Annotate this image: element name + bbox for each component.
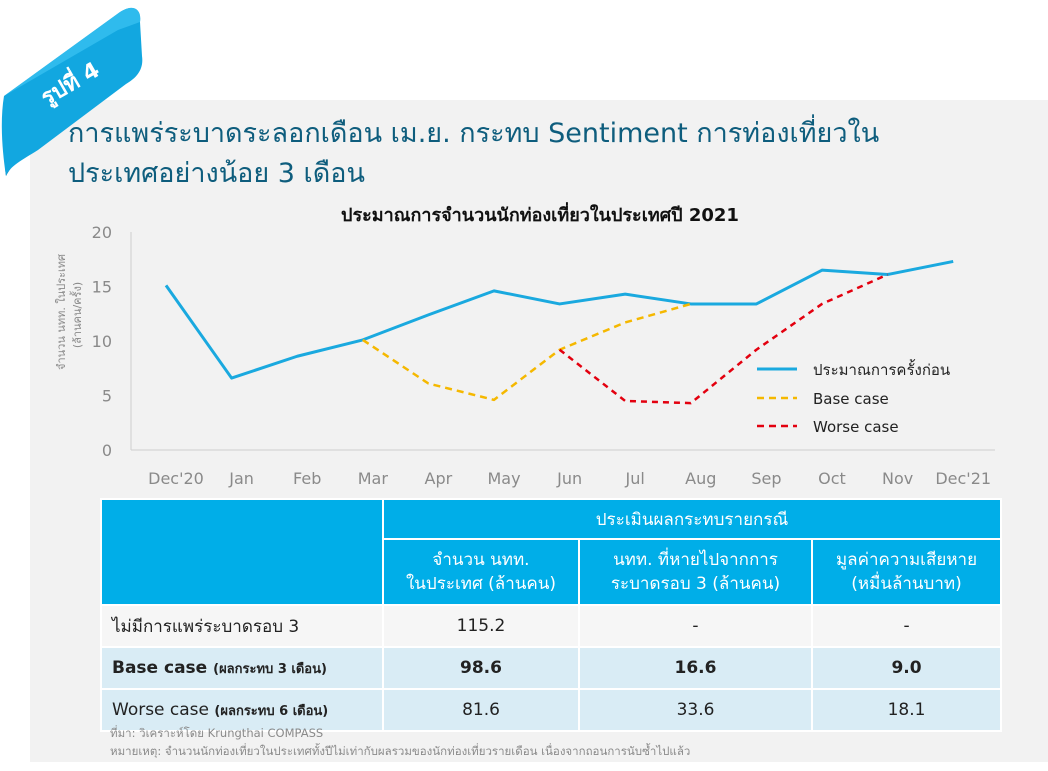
x-tick-label: Dec'20 bbox=[148, 469, 204, 488]
table-corner-cell bbox=[100, 498, 384, 606]
x-tick-label: Mar bbox=[358, 469, 389, 488]
table-row: Worse case (ผลกระทบ 6 เดือน) 81.6 33.6 1… bbox=[100, 688, 1003, 732]
table-column-header: มูลค่าความเสียหาย (หมื่นล้านบาท) bbox=[810, 538, 1003, 606]
column-header-line: ระบาดรอบ 3 (ล้านคน) bbox=[610, 574, 781, 594]
y-tick-label: 15 bbox=[92, 278, 112, 297]
column-header-line: นทท. ที่หายไปจากการ bbox=[613, 550, 778, 570]
x-tick-label: Apr bbox=[425, 469, 453, 488]
x-tick-label: Dec'21 bbox=[935, 469, 991, 488]
x-tick-label: Oct bbox=[818, 469, 846, 488]
remark-note: หมายเหตุ: จำนวนนักท่องเที่ยวในประเทศทั้ง… bbox=[110, 744, 691, 758]
series-line-previous-estimate bbox=[164, 259, 954, 380]
table-cell: 33.6 bbox=[578, 688, 813, 732]
column-header-line: ในประเทศ (ล้านคน) bbox=[405, 574, 557, 594]
table-row: Base case (ผลกระทบ 3 เดือน) 98.6 16.6 9.… bbox=[100, 646, 1003, 690]
table-cell: - bbox=[810, 604, 1003, 648]
x-tick-label: May bbox=[487, 469, 520, 488]
x-tick-label: Nov bbox=[882, 469, 913, 488]
row-label-text: ไม่มีการแพร่ระบาดรอบ 3 bbox=[112, 616, 300, 637]
row-label: ไม่มีการแพร่ระบาดรอบ 3 bbox=[100, 604, 384, 648]
row-label: Worse case (ผลกระทบ 6 เดือน) bbox=[100, 688, 384, 732]
y-tick-label: 5 bbox=[102, 387, 112, 406]
column-header-line: มูลค่าความเสียหาย bbox=[835, 550, 978, 570]
x-tick-label: Jul bbox=[625, 469, 645, 488]
source-note: ที่มา: วิเคราะห์โดย Krungthai COMPASS bbox=[110, 726, 324, 740]
legend-label: Base case bbox=[813, 390, 889, 408]
x-tick-label: Aug bbox=[685, 469, 716, 488]
table-cell: 81.6 bbox=[382, 688, 580, 732]
series-line-base-case bbox=[362, 302, 692, 402]
headline-line-2: ประเทศอย่างน้อย 3 เดือน bbox=[68, 158, 365, 189]
column-header-line: (หมื่นล้านบาท) bbox=[851, 574, 962, 594]
table-group-header: ประเมินผลกระทบรายกรณี bbox=[381, 498, 1003, 540]
x-tick-label: Jun bbox=[556, 469, 582, 488]
row-label-note: (ผลกระทบ 6 เดือน) bbox=[214, 703, 329, 719]
table-cell: 98.6 bbox=[382, 646, 580, 690]
table-cell: 18.1 bbox=[810, 688, 1003, 732]
table-column-header: นทท. ที่หายไปจากการ ระบาดรอบ 3 (ล้านคน) bbox=[578, 538, 813, 606]
figure-badge-ribbon bbox=[1, 7, 143, 177]
y-tick-label: 20 bbox=[92, 223, 112, 242]
row-label: Base case (ผลกระทบ 3 เดือน) bbox=[100, 646, 384, 690]
x-tick-label: Feb bbox=[293, 469, 321, 488]
impact-table: ประเมินผลกระทบรายกรณี จำนวน นทท. ในประเท… bbox=[100, 498, 1003, 732]
table-cell: 115.2 bbox=[382, 604, 580, 648]
chart-title: ประมาณการจำนวนนักท่องเที่ยวในประเทศปี 20… bbox=[341, 205, 739, 226]
y-tick-label: 0 bbox=[102, 441, 112, 460]
x-tick-label: Jan bbox=[228, 469, 254, 488]
y-tick-label: 10 bbox=[92, 332, 112, 351]
row-label-text: Worse case bbox=[112, 699, 210, 720]
table-cell: 9.0 bbox=[810, 646, 1003, 690]
row-label-note: (ผลกระทบ 3 เดือน) bbox=[213, 661, 327, 677]
x-tick-label: Sep bbox=[751, 469, 781, 488]
legend-label: ประมาณการครั้งก่อน bbox=[813, 359, 950, 379]
table-row: ไม่มีการแพร่ระบาดรอบ 3 115.2 - - bbox=[100, 604, 1003, 648]
line-chart: 0 5 10 15 20 Dec'20 Jan Feb Mar Apr May Jun Jul Aug Se… bbox=[92, 223, 995, 488]
table-cell: 16.6 bbox=[578, 646, 813, 690]
column-header-line: จำนวน นทท. bbox=[432, 550, 530, 570]
legend-label: Worse case bbox=[813, 418, 899, 436]
page-headline: การแพร่ระบาดระลอกเดือน เม.ย. กระทบ Senti… bbox=[68, 114, 968, 194]
table-column-header: จำนวน นทท. ในประเทศ (ล้านคน) bbox=[382, 538, 580, 606]
headline-line-1: การแพร่ระบาดระลอกเดือน เม.ย. กระทบ Senti… bbox=[68, 118, 880, 149]
series-line-worse-case bbox=[558, 273, 889, 405]
row-label-text: Base case bbox=[112, 657, 208, 678]
table-cell: - bbox=[578, 604, 813, 648]
